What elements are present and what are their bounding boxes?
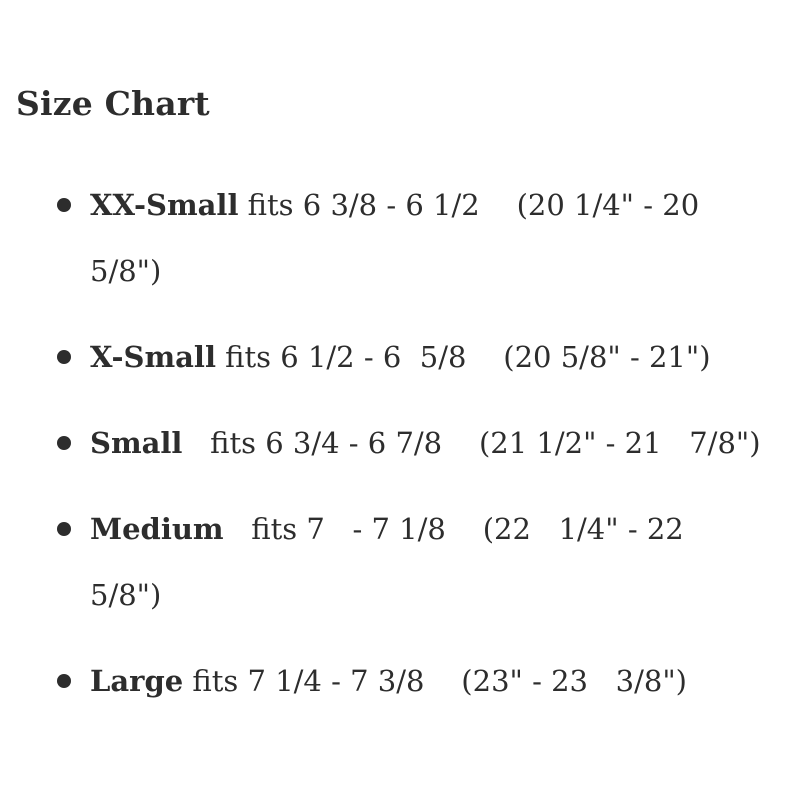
size-row-text: Medium fits 7 - 7 1/8 (22 1/4" - 22 5/8"…: [90, 496, 684, 628]
size-details: fits 6 3/4 - 6 7/8 (21 1/2" - 21 7/8"): [182, 426, 761, 460]
size-row-xx-small: XX-Small fits 6 3/8 - 6 1/2 (20 1/4" - 2…: [16, 172, 800, 304]
size-name: Large: [90, 664, 184, 698]
size-name: Small: [90, 426, 183, 460]
size-details: fits 6 3/8 - 6 1/2 (20 1/4" - 20 5/8"): [90, 188, 700, 288]
size-list: XX-Small fits 6 3/8 - 6 1/2 (20 1/4" - 2…: [16, 172, 800, 714]
size-row-large: Large fits 7 1/4 - 7 3/8 (23" - 23 3/8"): [16, 648, 800, 714]
size-details: fits 6 1/2 - 6 5/8 (20 5/8" - 21"): [215, 340, 711, 374]
size-name: XX-Small: [90, 188, 239, 222]
size-row-medium: Medium fits 7 - 7 1/8 (22 1/4" - 22 5/8"…: [16, 496, 800, 628]
size-row-text: X-Small fits 6 1/2 - 6 5/8 (20 5/8" - 21…: [90, 324, 711, 390]
size-row-text: XX-Small fits 6 3/8 - 6 1/2 (20 1/4" - 2…: [90, 172, 699, 304]
page-title: Size Chart: [16, 84, 210, 123]
size-row-text: Small fits 6 3/4 - 6 7/8 (21 1/2" - 21 7…: [90, 410, 761, 476]
size-name: Medium: [90, 512, 224, 546]
bullet-icon: [57, 436, 71, 450]
size-row-small: Small fits 6 3/4 - 6 7/8 (21 1/2" - 21 7…: [16, 410, 800, 476]
size-row-text: Large fits 7 1/4 - 7 3/8 (23" - 23 3/8"): [90, 648, 687, 714]
size-details: fits 7 1/4 - 7 3/8 (23" - 23 3/8"): [183, 664, 687, 698]
bullet-icon: [57, 674, 71, 688]
bullet-icon: [57, 522, 71, 536]
size-details: fits 7 - 7 1/8 (22 1/4" - 22 5/8"): [90, 512, 684, 612]
size-name: X-Small: [90, 340, 216, 374]
size-row-x-small: X-Small fits 6 1/2 - 6 5/8 (20 5/8" - 21…: [16, 324, 800, 390]
bullet-icon: [57, 350, 71, 364]
bullet-icon: [57, 198, 71, 212]
